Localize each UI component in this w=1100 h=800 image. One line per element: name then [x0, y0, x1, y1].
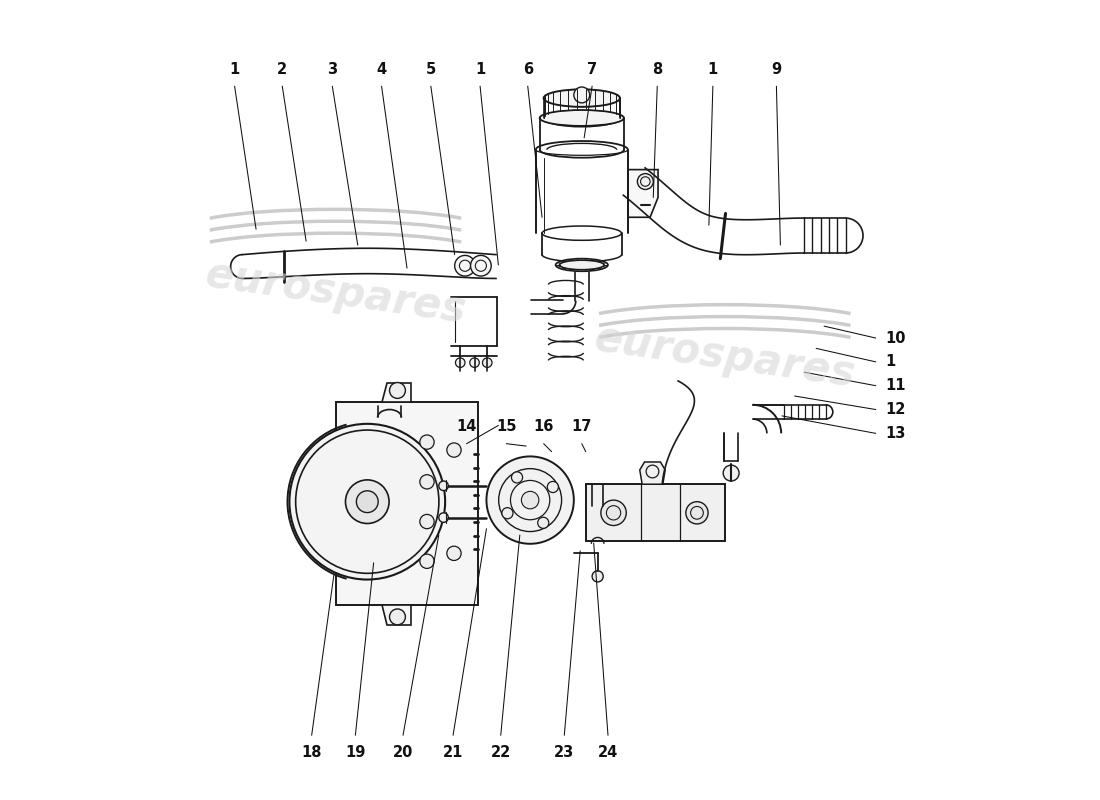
Text: 1: 1: [707, 62, 718, 77]
Circle shape: [455, 358, 465, 367]
Circle shape: [289, 424, 446, 579]
Polygon shape: [640, 462, 666, 484]
Text: 10: 10: [886, 330, 905, 346]
Text: 13: 13: [886, 426, 905, 441]
Circle shape: [447, 546, 461, 561]
Text: 19: 19: [345, 745, 365, 760]
Polygon shape: [382, 382, 411, 402]
Ellipse shape: [560, 260, 604, 270]
Circle shape: [538, 518, 549, 528]
Circle shape: [471, 255, 492, 276]
Bar: [586, 484, 725, 542]
Circle shape: [389, 609, 406, 625]
Polygon shape: [382, 605, 411, 625]
Circle shape: [502, 508, 513, 518]
Text: 17: 17: [572, 419, 592, 434]
Text: 4: 4: [376, 62, 386, 77]
Circle shape: [486, 457, 574, 544]
Text: eurospares: eurospares: [202, 254, 469, 332]
Circle shape: [439, 513, 449, 522]
Polygon shape: [336, 402, 477, 605]
Text: 23: 23: [554, 745, 574, 760]
Circle shape: [389, 382, 406, 398]
Ellipse shape: [543, 90, 620, 107]
Circle shape: [483, 358, 492, 367]
Text: 16: 16: [534, 419, 553, 434]
Text: 18: 18: [301, 745, 322, 760]
Circle shape: [548, 482, 559, 493]
Circle shape: [420, 435, 434, 450]
Circle shape: [345, 480, 389, 523]
Circle shape: [447, 443, 461, 457]
Text: 24: 24: [598, 745, 618, 760]
Text: 15: 15: [496, 419, 517, 434]
Circle shape: [686, 502, 708, 524]
Circle shape: [592, 571, 603, 582]
Text: 22: 22: [491, 745, 510, 760]
Text: 12: 12: [886, 402, 905, 417]
Text: 3: 3: [328, 62, 338, 77]
Text: 14: 14: [456, 419, 476, 434]
Text: 2: 2: [277, 62, 287, 77]
Circle shape: [574, 87, 590, 103]
Circle shape: [637, 174, 653, 190]
Text: 9: 9: [771, 62, 781, 77]
Ellipse shape: [540, 110, 624, 126]
Polygon shape: [628, 170, 658, 218]
Text: 1: 1: [886, 354, 895, 370]
Circle shape: [420, 474, 434, 489]
Text: 8: 8: [652, 62, 662, 77]
Text: 11: 11: [886, 378, 905, 393]
Text: 1: 1: [230, 62, 240, 77]
Circle shape: [601, 500, 626, 526]
Circle shape: [723, 465, 739, 481]
Circle shape: [420, 554, 434, 569]
Circle shape: [420, 514, 434, 529]
Text: eurospares: eurospares: [592, 317, 858, 395]
Text: 6: 6: [522, 62, 532, 77]
Circle shape: [356, 490, 378, 513]
Circle shape: [439, 481, 449, 490]
Text: 20: 20: [393, 745, 414, 760]
Text: 1: 1: [475, 62, 485, 77]
Text: 7: 7: [587, 62, 597, 77]
Text: 5: 5: [426, 62, 436, 77]
Circle shape: [521, 491, 539, 509]
Circle shape: [512, 472, 522, 483]
Circle shape: [470, 358, 480, 367]
Circle shape: [454, 255, 475, 276]
Text: 21: 21: [443, 745, 463, 760]
